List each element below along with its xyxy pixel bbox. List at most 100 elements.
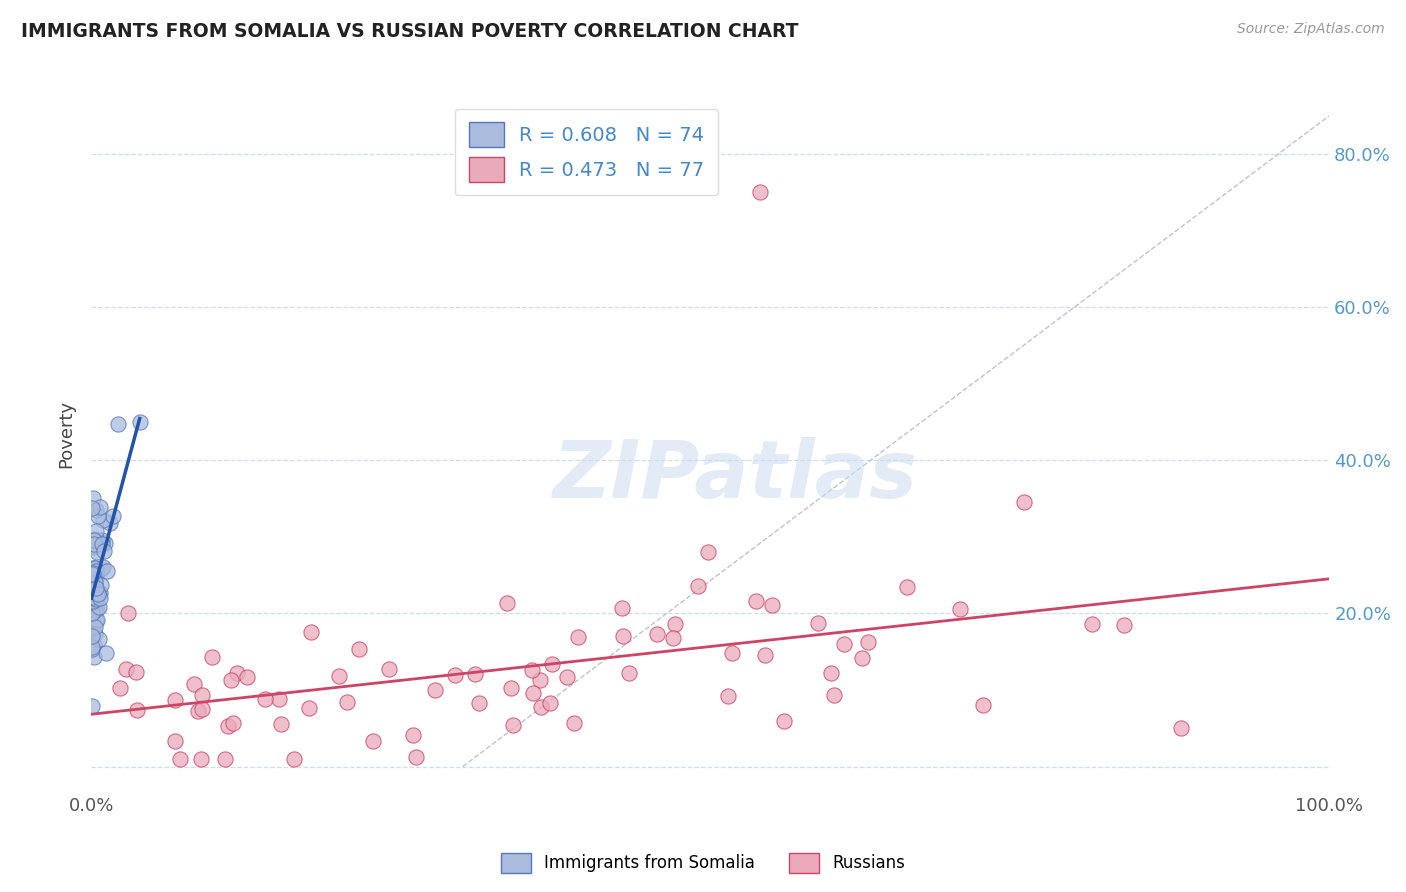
Point bbox=[115, 662, 138, 676]
Point bbox=[688, 579, 710, 593]
Point bbox=[236, 670, 259, 684]
Point bbox=[851, 650, 873, 665]
Point bbox=[378, 662, 401, 676]
Point bbox=[745, 593, 768, 607]
Point bbox=[299, 625, 322, 640]
Point bbox=[83, 599, 105, 614]
Point bbox=[80, 570, 103, 584]
Point bbox=[84, 568, 107, 582]
Point bbox=[555, 670, 578, 684]
Point bbox=[336, 694, 359, 708]
Point bbox=[91, 537, 114, 551]
Point bbox=[84, 524, 107, 539]
Point bbox=[949, 601, 972, 615]
Point bbox=[89, 586, 111, 600]
Point bbox=[820, 666, 842, 681]
Legend: Immigrants from Somalia, Russians: Immigrants from Somalia, Russians bbox=[495, 847, 911, 880]
Point bbox=[221, 673, 243, 687]
Point bbox=[128, 415, 150, 429]
Point bbox=[89, 500, 111, 514]
Point bbox=[125, 665, 148, 679]
Point bbox=[201, 649, 224, 664]
Point bbox=[83, 537, 105, 551]
Point bbox=[423, 683, 446, 698]
Point bbox=[94, 536, 117, 550]
Point bbox=[82, 566, 104, 581]
Point bbox=[83, 638, 105, 652]
Point bbox=[93, 543, 115, 558]
Point bbox=[84, 575, 107, 590]
Point bbox=[108, 681, 131, 695]
Point bbox=[83, 539, 105, 553]
Point bbox=[1081, 617, 1104, 632]
Point bbox=[93, 513, 115, 527]
Point bbox=[90, 533, 112, 548]
Point bbox=[84, 565, 107, 579]
Point bbox=[80, 699, 103, 714]
Point bbox=[82, 564, 104, 578]
Point bbox=[896, 581, 918, 595]
Point bbox=[538, 697, 561, 711]
Point bbox=[86, 615, 108, 629]
Point bbox=[84, 592, 107, 607]
Point bbox=[87, 632, 110, 646]
Point bbox=[82, 594, 104, 608]
Point bbox=[84, 586, 107, 600]
Point bbox=[117, 607, 139, 621]
Point bbox=[183, 677, 205, 691]
Point bbox=[80, 500, 103, 515]
Point bbox=[283, 752, 305, 766]
Point bbox=[496, 596, 519, 610]
Point bbox=[82, 601, 104, 615]
Point bbox=[98, 516, 121, 530]
Point bbox=[83, 577, 105, 591]
Point bbox=[87, 587, 110, 601]
Point bbox=[807, 616, 830, 631]
Point bbox=[541, 657, 564, 672]
Point bbox=[82, 587, 104, 601]
Point bbox=[468, 696, 491, 710]
Point bbox=[464, 666, 486, 681]
Point bbox=[80, 571, 103, 585]
Point bbox=[567, 630, 589, 644]
Point bbox=[612, 601, 634, 615]
Point bbox=[225, 665, 247, 680]
Text: Source: ZipAtlas.com: Source: ZipAtlas.com bbox=[1237, 22, 1385, 37]
Point bbox=[125, 703, 148, 717]
Point bbox=[562, 715, 585, 730]
Point bbox=[405, 750, 427, 764]
Point bbox=[96, 565, 118, 579]
Point bbox=[169, 752, 191, 766]
Point bbox=[298, 701, 321, 715]
Point bbox=[107, 417, 129, 431]
Point bbox=[80, 621, 103, 635]
Point bbox=[165, 693, 187, 707]
Point bbox=[90, 578, 112, 592]
Point bbox=[720, 646, 742, 660]
Point bbox=[163, 733, 186, 747]
Point bbox=[217, 719, 239, 733]
Point bbox=[647, 626, 669, 640]
Point bbox=[520, 663, 543, 677]
Point bbox=[84, 582, 107, 596]
Point bbox=[82, 561, 104, 575]
Point bbox=[662, 631, 685, 645]
Point bbox=[84, 502, 107, 516]
Point bbox=[773, 714, 796, 728]
Point bbox=[80, 567, 103, 582]
Point bbox=[270, 717, 292, 731]
Point bbox=[80, 533, 103, 548]
Point bbox=[86, 584, 108, 599]
Point bbox=[80, 642, 103, 657]
Point bbox=[84, 603, 107, 617]
Point bbox=[86, 601, 108, 615]
Point bbox=[522, 686, 544, 700]
Point bbox=[90, 562, 112, 576]
Point bbox=[87, 508, 110, 523]
Point bbox=[83, 533, 105, 547]
Point bbox=[82, 628, 104, 642]
Point bbox=[761, 598, 783, 612]
Point bbox=[664, 616, 686, 631]
Point bbox=[84, 532, 107, 546]
Point bbox=[502, 718, 524, 732]
